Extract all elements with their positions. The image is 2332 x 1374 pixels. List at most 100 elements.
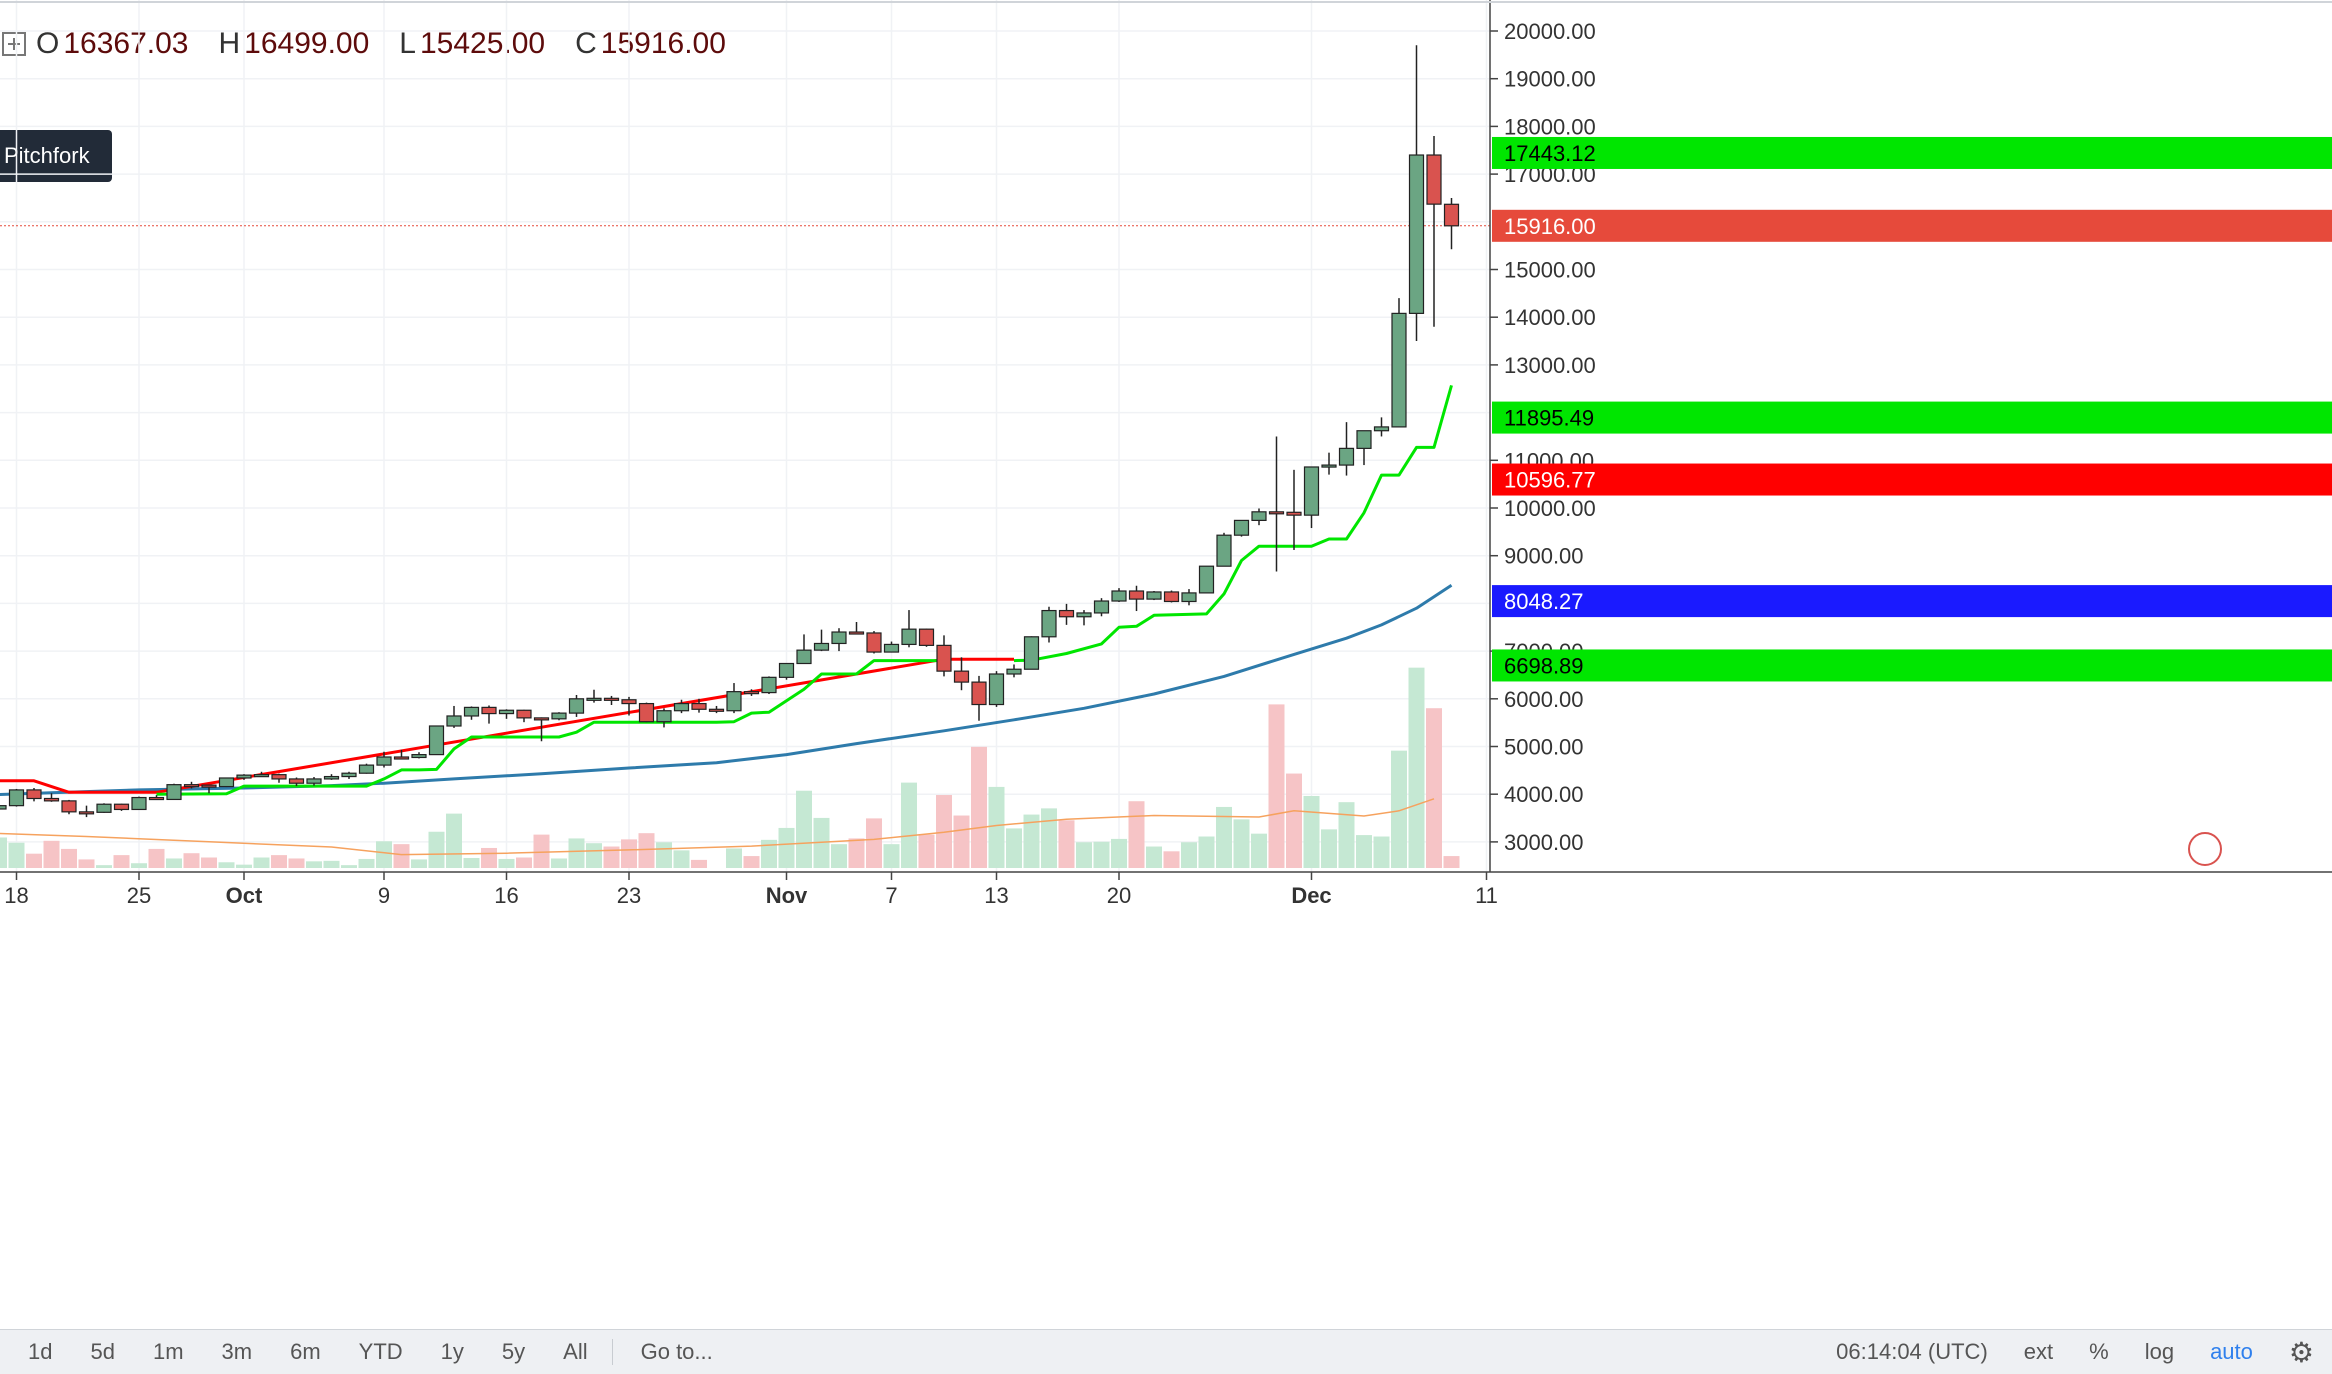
- price-badge: [1492, 401, 2332, 434]
- volume-bar: [1443, 856, 1460, 868]
- price-tick-label: 18000.00: [1504, 114, 1596, 139]
- volume-bar: [673, 850, 690, 868]
- supertrend-red-line: [0, 657, 1014, 794]
- settings-gear-icon[interactable]: ⚙: [2288, 1336, 2314, 1368]
- volume-bar: [1128, 801, 1145, 868]
- candle-body: [1391, 312, 1407, 428]
- ext-toggle[interactable]: ext: [2023, 1339, 2054, 1364]
- time-tick-label: 9: [378, 883, 390, 908]
- volume-bar: [778, 827, 795, 868]
- log-toggle[interactable]: log: [2144, 1339, 2175, 1364]
- volume-bar: [743, 856, 760, 868]
- expand-icon[interactable]: [2, 32, 26, 56]
- candle-body: [358, 764, 375, 774]
- volume-bar: [1408, 667, 1425, 868]
- candle-body: [551, 712, 567, 720]
- price-tick-label: 13000.00: [1504, 353, 1596, 378]
- supertrend-green-line: [156, 659, 944, 796]
- volume-bar: [1181, 842, 1197, 868]
- candle-body: [166, 784, 182, 801]
- candle-body: [96, 803, 112, 813]
- candle-body: [1251, 511, 1267, 522]
- volume-ma-line: [0, 798, 1435, 856]
- price-badge: [1492, 649, 2332, 682]
- volume-bar: [131, 863, 147, 868]
- low-label: L: [399, 27, 416, 60]
- volume-bar: [988, 786, 1005, 868]
- high-label: H: [218, 27, 241, 60]
- candle-body: [1023, 636, 1040, 670]
- volume-bar: [253, 857, 270, 868]
- candle-body: [673, 702, 690, 712]
- range-1d[interactable]: 1d: [28, 1339, 53, 1364]
- candle-body: [271, 774, 287, 780]
- goto-button[interactable]: Go to...: [640, 1339, 713, 1364]
- volume-bar: [1251, 833, 1267, 868]
- volume-bar: [883, 844, 900, 868]
- volume-bar: [1268, 704, 1285, 868]
- price-tick-label: 15000.00: [1504, 258, 1596, 283]
- candle-body: [533, 717, 550, 721]
- range-5d[interactable]: 5d: [90, 1339, 115, 1364]
- range-6m[interactable]: 6m: [290, 1339, 321, 1364]
- volume-bar: [1286, 773, 1302, 868]
- candle-body: [1128, 590, 1145, 600]
- candle-body: [411, 754, 427, 759]
- candle-body: [971, 681, 987, 706]
- candle-body: [1408, 154, 1425, 314]
- time-tick-label: Oct: [226, 883, 263, 908]
- auto-toggle[interactable]: auto: [2210, 1339, 2253, 1364]
- time-tick-label: 25: [127, 883, 151, 908]
- volume-bar: [1111, 838, 1127, 868]
- range-ytd[interactable]: YTD: [358, 1339, 403, 1364]
- candle-body: [1321, 464, 1337, 468]
- range-1y[interactable]: 1y: [440, 1339, 464, 1364]
- price-badge-label: 8048.27: [1504, 589, 1584, 614]
- candle-body: [1443, 203, 1460, 227]
- volume-bar: [1373, 836, 1390, 868]
- volume-bar: [463, 857, 480, 868]
- volume-bar: [551, 858, 567, 868]
- range-1m[interactable]: 1m: [152, 1339, 184, 1364]
- candle-body: [8, 789, 25, 807]
- candlestick-chart[interactable]: 20000.0019000.0018000.0017000.0015000.00…: [0, 0, 2332, 1330]
- volume-bar: [1146, 846, 1162, 868]
- close-value: 15916.00: [600, 27, 726, 60]
- volume-bar: [761, 839, 777, 868]
- candle-body: [306, 778, 322, 784]
- volume-bar: [236, 864, 252, 868]
- range-3m[interactable]: 3m: [221, 1339, 253, 1364]
- percent-toggle[interactable]: %: [2089, 1339, 2109, 1364]
- candle-body: [813, 642, 830, 651]
- volume-bar: [918, 834, 935, 868]
- candle-body: [1111, 590, 1127, 602]
- volume-bar: [1216, 806, 1232, 868]
- volume-bar: [358, 858, 375, 868]
- price-tick-label: 14000.00: [1504, 305, 1596, 330]
- candle-body: [586, 697, 602, 701]
- volume-bar: [428, 831, 445, 868]
- volume-bar: [726, 848, 742, 868]
- candle-body: [988, 673, 1005, 706]
- price-badge: [1492, 463, 2332, 496]
- candle-body: [428, 725, 445, 756]
- volume-bar: [1303, 795, 1320, 868]
- candle-body: [1216, 534, 1232, 567]
- candle-body: [656, 710, 672, 723]
- volume-bar: [848, 838, 865, 868]
- time-tick-label: 23: [617, 883, 641, 908]
- supertrend-green-line: [1013, 384, 1453, 663]
- volume-bar: [971, 746, 987, 868]
- candle-body: [1146, 591, 1162, 600]
- range-all[interactable]: All: [563, 1339, 588, 1364]
- range-5y[interactable]: 5y: [501, 1339, 526, 1364]
- price-tick-label: 6000.00: [1504, 687, 1584, 712]
- volume-bar: [61, 848, 77, 868]
- bottom-toolbar: 1d 5d 1m 3m 6m YTD 1y 5y All Go to... 06…: [0, 1329, 2332, 1374]
- candle-body: [743, 691, 760, 695]
- close-label: C: [575, 27, 597, 60]
- candle-body: [201, 784, 217, 788]
- volume-bar: [796, 790, 812, 868]
- volume-bar: [1356, 835, 1372, 868]
- time-tick-label: 18: [4, 883, 28, 908]
